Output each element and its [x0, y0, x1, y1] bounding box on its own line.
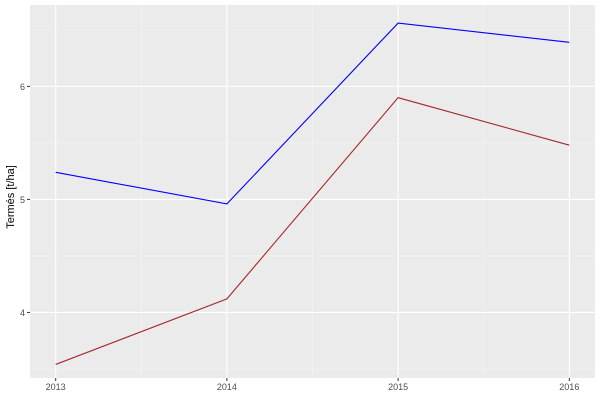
x-tick-label: 2014 — [217, 382, 237, 392]
x-tick-label: 2013 — [46, 382, 66, 392]
y-axis-label: Termés [t/ha] — [5, 165, 17, 229]
y-tick-label: 4 — [20, 308, 25, 318]
y-tick-label: 6 — [20, 82, 25, 92]
series-line-1 — [55, 97, 570, 365]
x-tick-label: 2015 — [388, 382, 408, 392]
x-tick-label: 2016 — [559, 382, 579, 392]
y-tick-label: 5 — [20, 195, 25, 205]
series-line-0 — [55, 22, 570, 205]
